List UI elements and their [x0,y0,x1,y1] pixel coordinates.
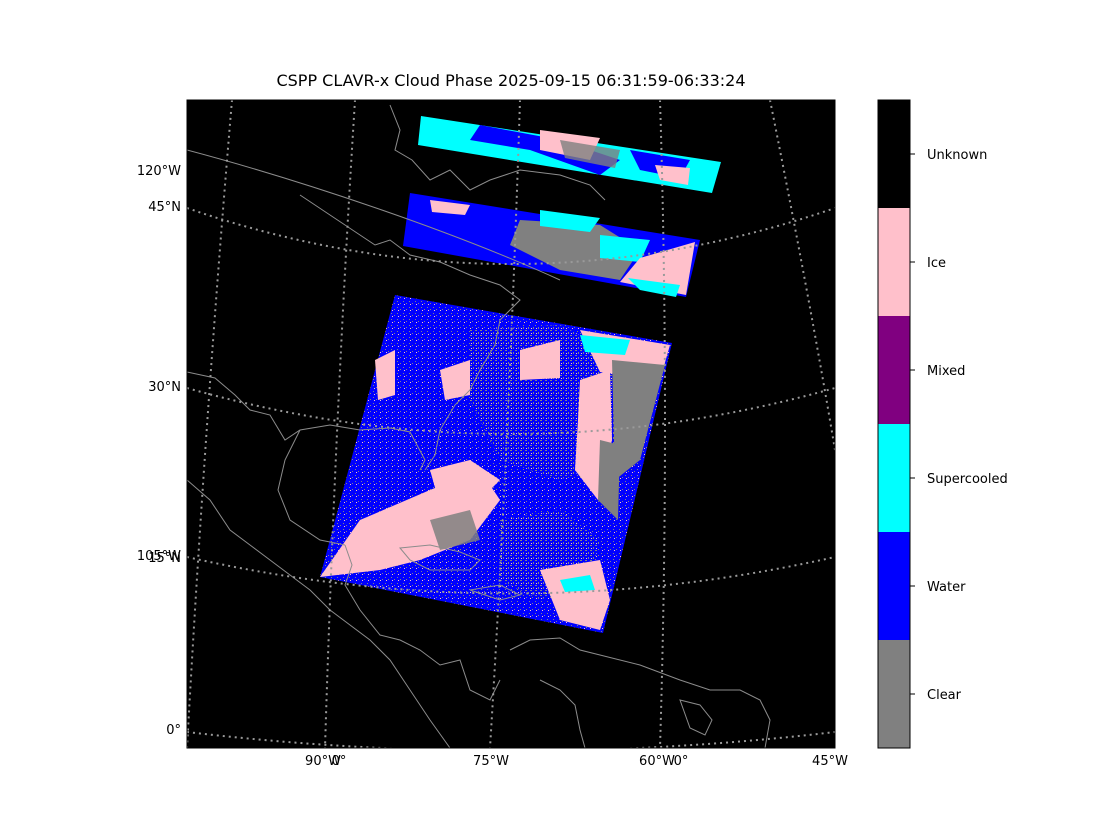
colorbar-label-mixed: Mixed [927,364,965,379]
map-panel [186,99,836,749]
lat-label-30n: 30°N [148,380,181,395]
lon-label-90w: 90°W [305,754,341,769]
lat-label-45n: 45°N [148,200,181,215]
colorbar-swatch-water [878,532,910,640]
colorbar-swatch-supercooled [878,424,910,532]
lon-label-0-a: 0° [332,754,347,769]
colorbar-swatch-mixed [878,316,910,424]
colorbar-label-clear: Clear [927,688,962,703]
map-frame [186,99,836,749]
lat-label-15n: 15°N [148,551,181,566]
swath-middle [403,193,700,297]
lon-label-120w: 120°W [137,164,181,179]
chart-title: CSPP CLAVR-x Cloud Phase 2025-09-15 06:3… [276,71,745,90]
colorbar-frame [877,99,911,749]
longitude-labels-left: 120°W 105°W [137,164,181,564]
colorbar-swatch-clear [878,640,910,748]
coastlines [187,104,771,748]
lon-label-60w: 60°W [639,754,675,769]
colorbar-label-unknown: Unknown [927,148,987,163]
colorbar-label-supercooled: Supercooled [927,472,1008,487]
swath-main [320,295,672,633]
colorbar: Unknown Ice Mixed Supercooled Water Clear [877,99,1008,749]
latitude-labels: 45°N 30°N 15°N 0° [148,200,181,738]
colorbar-swatch-ice [878,208,910,316]
lon-label-105w: 105°W [137,549,181,564]
lon-label-45w: 45°W [812,754,848,769]
swath-top [418,116,721,193]
colorbar-label-water: Water [927,580,966,595]
graticule [187,100,835,748]
colorbar-label-ice: Ice [927,256,946,271]
longitude-labels-bottom: 90°W 0° 75°W 60°W 0° 45°W [305,754,848,769]
lon-label-0-b: 0° [674,754,689,769]
colorbar-swatch-unknown [878,100,910,208]
lon-label-75w: 75°W [473,754,509,769]
lat-label-0: 0° [166,723,181,738]
